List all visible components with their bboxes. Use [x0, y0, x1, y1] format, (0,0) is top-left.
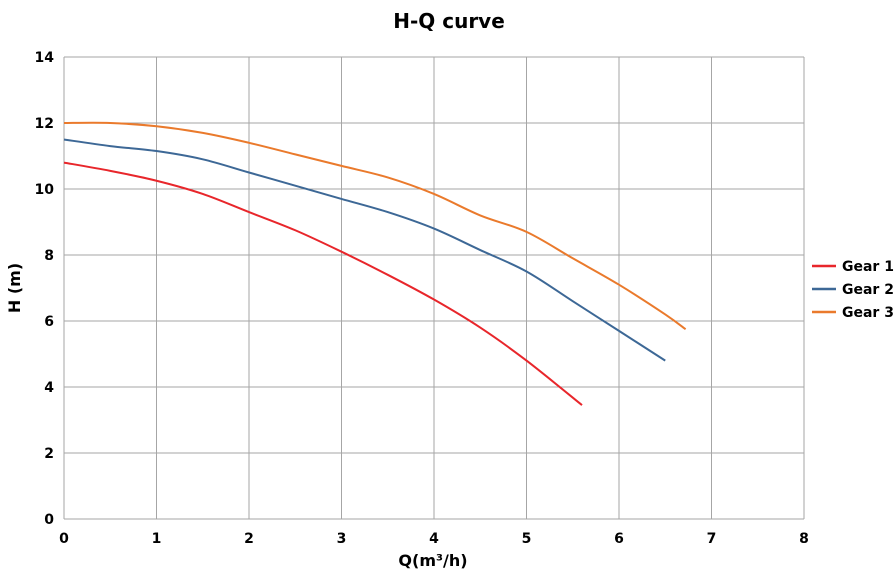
legend-label-gear-2: Gear 2: [842, 282, 894, 298]
x-tick-label: 5: [522, 531, 532, 547]
y-tick-label: 2: [44, 446, 54, 462]
y-axis-label: H (m): [5, 263, 24, 313]
legend-label-gear-1: Gear 1: [842, 259, 894, 275]
y-tick-label: 8: [44, 248, 54, 264]
grid: [63, 56, 805, 520]
x-tick-label: 3: [337, 531, 347, 547]
y-tick-label: 12: [35, 116, 54, 132]
series-line-gear-1: [63, 161, 583, 406]
series-lines: [63, 121, 687, 406]
y-tick-label: 4: [44, 380, 54, 396]
x-tick-label: 1: [152, 531, 162, 547]
y-tick-label: 6: [44, 314, 54, 330]
x-tick-label: 8: [799, 531, 809, 547]
x-tick-label: 6: [614, 531, 624, 547]
x-tick-label: 7: [707, 531, 717, 547]
y-tick-label: 14: [35, 50, 55, 66]
x-tick-label: 4: [429, 531, 439, 547]
x-tick-label: 0: [59, 531, 69, 547]
y-tick-label: 10: [35, 182, 55, 198]
y-axis-ticks: 0 2 4 6 8 10 12 14: [35, 50, 55, 528]
legend-label-gear-3: Gear 3: [842, 305, 894, 321]
chart-title: H-Q curve: [393, 9, 505, 33]
y-tick-label: 0: [44, 512, 54, 528]
x-axis-ticks: 0 1 2 3 4 5 6 7 8: [59, 531, 809, 547]
series-line-gear-3: [63, 121, 687, 331]
x-axis-label: Q(m³/h): [398, 551, 467, 570]
legend: Gear 1 Gear 2 Gear 3: [812, 259, 894, 321]
series-line-gear-2: [63, 138, 666, 362]
x-tick-label: 2: [244, 531, 254, 547]
